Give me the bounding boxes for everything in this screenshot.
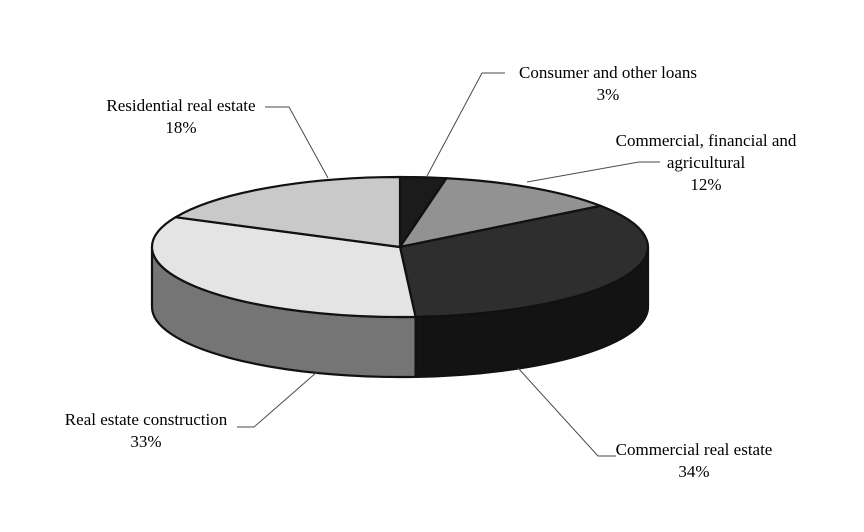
pie-slice-commercial-financial-and-agricultural xyxy=(398,177,602,249)
slice-label-line: Consumer and other loans xyxy=(519,63,697,82)
slice-label-real-estate-construction: Real estate construction 33% xyxy=(65,409,227,453)
leader-line-commercial-financial-and-agricultural xyxy=(526,161,660,183)
leader-line-commercial-real-estate xyxy=(517,367,616,457)
slice-label-line: Real estate construction xyxy=(64,410,228,429)
leader-line-real-estate-construction xyxy=(237,371,318,428)
slice-label-line: Commercial real estate xyxy=(615,440,773,459)
leader-line-residential-real-estate xyxy=(265,106,329,179)
slice-label-consumer-and-other-loans: Consumer and other loans 3% xyxy=(519,62,697,106)
pie-slice-residential-real-estate xyxy=(174,175,402,249)
slice-label-line: 33% xyxy=(130,432,162,451)
leader-line-consumer-and-other-loans xyxy=(426,72,505,177)
slice-label-commercial-real-estate: Commercial real estate 34% xyxy=(616,439,773,483)
slice-label-line: 34% xyxy=(678,462,710,481)
slice-label-residential-real-estate: Residential real estate 18% xyxy=(106,95,255,139)
slice-label-line: 12% xyxy=(690,175,722,194)
slice-label-line: agricultural xyxy=(666,153,746,172)
slice-label-commercial-financial-and-agricultural: Commercial, financial and agricultural 12% xyxy=(616,130,797,196)
pie-slice-real-estate-construction xyxy=(150,216,417,319)
slice-label-line: Commercial, financial and xyxy=(615,131,797,150)
pie-slice-commercial-real-estate xyxy=(398,204,650,318)
slice-label-line: 18% xyxy=(165,118,197,137)
slice-label-line: 3% xyxy=(596,85,620,104)
slice-label-line: Residential real estate xyxy=(106,96,256,115)
